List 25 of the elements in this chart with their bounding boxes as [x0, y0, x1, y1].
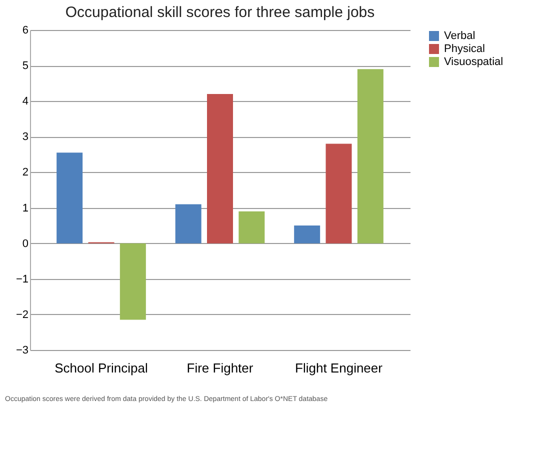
- bar: [326, 144, 352, 244]
- legend-label: Visuospatial: [444, 56, 504, 68]
- bar: [56, 152, 83, 244]
- y-tick-label: −2: [16, 308, 28, 321]
- y-tick-label: 6: [22, 24, 28, 36]
- bar: [294, 226, 320, 244]
- bar: [357, 69, 384, 244]
- y-tick-label: 1: [22, 202, 28, 214]
- y-tick-label: 0: [22, 238, 28, 250]
- y-tick-label: 3: [22, 131, 28, 144]
- y-tick-label: −3: [16, 344, 28, 356]
- bar: [207, 94, 233, 244]
- bar: [175, 204, 202, 244]
- legend-label: Physical: [444, 43, 485, 55]
- x-tick-label: Flight Engineer: [295, 360, 384, 376]
- x-tick-label: Fire Fighter: [186, 360, 254, 376]
- y-tick-label: −1: [16, 273, 28, 286]
- legend-label: Verbal: [444, 30, 476, 42]
- y-tick-label: 4: [22, 96, 28, 108]
- y-tick-label: 2: [22, 166, 28, 179]
- x-tick-label: School Principal: [54, 360, 148, 376]
- chart-title: Occupational skill scores for three sample jobs: [65, 4, 375, 21]
- bar: [120, 243, 146, 320]
- y-tick-label: 5: [22, 60, 28, 72]
- bar: [238, 211, 265, 244]
